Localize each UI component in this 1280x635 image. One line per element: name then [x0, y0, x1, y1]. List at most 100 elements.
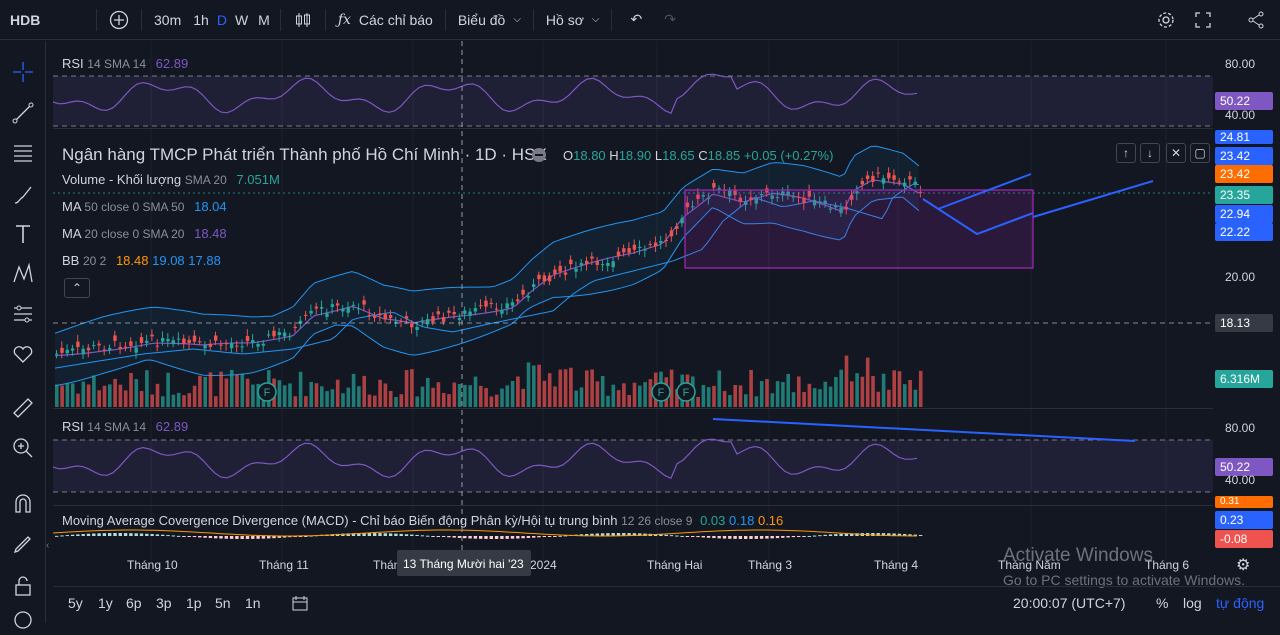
rectangle-drawing[interactable] [684, 189, 1034, 269]
crosshair-icon[interactable] [8, 57, 38, 87]
volume-legend[interactable]: Volume - Khối lượng SMA 20 7.051M [62, 172, 280, 187]
heart-icon[interactable] [8, 339, 38, 369]
symbol-title[interactable]: Ngân hàng TMCP Phát triển Thành phố Hồ C… [62, 145, 547, 164]
svg-text:F: F [658, 387, 665, 399]
activation-watermark-subtitle: Go to PC settings to activate Windows. [1003, 572, 1245, 588]
ma50-legend[interactable]: MA 50 close 0 SMA 50 18.04 [62, 199, 227, 214]
interval-1h[interactable]: 1h [193, 11, 209, 28]
projection-line-drawing[interactable] [922, 198, 1034, 236]
collapse-legend-icon[interactable]: ⌃ [64, 278, 90, 298]
time-label: Tháng 4 [874, 558, 919, 572]
drawing-toolbar [0, 41, 46, 629]
pane-divider[interactable] [53, 128, 1280, 129]
time-axis-settings-icon[interactable]: ⚙ [1236, 557, 1251, 574]
projection-line-drawing[interactable] [1032, 180, 1154, 218]
candles-icon[interactable] [285, 0, 321, 40]
time-label: Tháng Năm [998, 558, 1061, 572]
prediction-icon[interactable] [8, 299, 38, 329]
collapse-pane-icon[interactable]: ✕ [1166, 143, 1186, 163]
auto-scale-toggle[interactable]: tự động [1216, 595, 1265, 611]
range-5y[interactable]: 5y [68, 595, 83, 611]
rsi-legend-top[interactable]: RSI 14 SMA 14 62.89 [62, 56, 189, 71]
log-toggle[interactable]: log [1183, 595, 1202, 611]
maximize-pane-icon[interactable]: ▢ [1190, 143, 1210, 163]
bb-legend[interactable]: BB 20 2 18.48 19.08 17.88 [62, 253, 221, 268]
divider [324, 8, 326, 31]
projection-line-drawing[interactable] [937, 173, 1032, 210]
move-up-icon[interactable]: ↑ [1116, 143, 1136, 163]
undo-icon[interactable]: ↶ [630, 11, 643, 27]
percent-toggle[interactable]: % [1156, 595, 1169, 611]
earnings-marker[interactable]: F [651, 382, 671, 402]
price-tag: 22.22 [1215, 223, 1273, 241]
range-1d[interactable]: 1n [245, 595, 261, 611]
symbol-button[interactable]: HDB [10, 11, 41, 28]
divider [96, 8, 97, 31]
move-down-icon[interactable]: ↓ [1140, 143, 1160, 163]
rsi-value-tag: 50.22 [1215, 458, 1273, 476]
macd-tag: -0.08 [1215, 530, 1273, 548]
collapse-handle[interactable]: ‹ [46, 540, 50, 551]
redo-icon[interactable]: ↷ [664, 11, 676, 27]
charts-label: Biểu đồ [457, 11, 506, 28]
price-tag: 24.81 [1215, 130, 1273, 144]
fib-lines-icon[interactable] [8, 138, 38, 168]
pencil-lock-icon[interactable] [8, 529, 38, 559]
gear-icon[interactable] [1148, 0, 1184, 40]
volume-tag: 6.316M [1215, 370, 1273, 388]
charts-menu[interactable]: Biểu đồ ⌵ [450, 0, 529, 40]
text-tool-icon[interactable] [8, 219, 38, 249]
range-1y[interactable]: 1y [98, 595, 113, 611]
chart-canvas[interactable]: F F F [53, 41, 1213, 581]
fx-icon: ƒx [337, 11, 351, 28]
interval-1d[interactable]: D [216, 11, 227, 28]
add-symbol-icon[interactable] [101, 0, 137, 40]
range-6m[interactable]: 6p [126, 595, 142, 611]
time-label: Tháng 10 [127, 558, 178, 572]
profile-label: Hồ sơ [545, 11, 584, 28]
pattern-icon[interactable] [8, 259, 38, 289]
price-tag: 23.42 [1215, 165, 1273, 183]
range-1m[interactable]: 1p [186, 595, 202, 611]
indicators-button[interactable]: ƒx Các chỉ báo [330, 0, 441, 40]
earnings-marker[interactable]: F [676, 382, 696, 402]
interval-1w[interactable]: W [234, 11, 249, 28]
time-label: Tháng 3 [748, 558, 793, 572]
pane-divider[interactable] [53, 408, 1280, 409]
range-5d[interactable]: 5n [215, 595, 231, 611]
interval-1m[interactable]: M [258, 11, 270, 28]
trend-line-drawing[interactable] [712, 418, 1136, 442]
price-scale[interactable]: 80.00 50.22 40.00 24.81 23.42 23.42 23.3… [1213, 41, 1280, 581]
top-toolbar: HDB 30m 1h D W M ƒx Các chỉ báo Biểu đồ ⌵ … [0, 0, 1280, 40]
share-icon[interactable] [1238, 0, 1274, 40]
fullscreen-icon[interactable] [1186, 0, 1220, 40]
lock-icon[interactable] [8, 571, 38, 601]
rsi-legend-bottom[interactable]: RSI 14 SMA 14 62.89 [62, 419, 189, 434]
time-label: Thán [373, 558, 401, 572]
chevron-down-icon: ⌵ [591, 14, 600, 25]
brush-icon[interactable] [8, 180, 38, 210]
divider [141, 8, 142, 31]
divider [611, 8, 613, 31]
zoom-icon[interactable] [8, 433, 38, 463]
svg-text:F: F [264, 387, 271, 399]
time-label: Tháng 11 [259, 558, 309, 572]
ruler-icon[interactable] [8, 393, 38, 423]
profile-menu[interactable]: Hồ sơ ⌵ [538, 0, 608, 40]
crosshair-price-tag: 18.13 [1215, 314, 1273, 332]
magnet-icon[interactable] [8, 489, 38, 519]
divider [444, 8, 446, 31]
range-3m[interactable]: 3p [156, 595, 172, 611]
time-label: 2024 [530, 558, 557, 572]
interval-30m[interactable]: 30m [154, 11, 182, 28]
macd-legend[interactable]: Moving Average Covergence Divergence (MA… [62, 513, 784, 528]
ma20-legend[interactable]: MA 20 close 0 SMA 20 18.48 [62, 226, 227, 241]
time-label: Tháng Hai [647, 558, 703, 572]
trend-line-icon[interactable] [8, 98, 38, 128]
pane-divider[interactable] [53, 505, 1280, 506]
calendar-goto-icon[interactable] [291, 595, 309, 616]
time-label: Tháng 6 [1145, 558, 1190, 572]
earnings-marker[interactable]: F [257, 382, 277, 402]
visibility-icon[interactable] [8, 605, 38, 635]
clock[interactable]: 20:00:07 (UTC+7) [1013, 595, 1126, 611]
